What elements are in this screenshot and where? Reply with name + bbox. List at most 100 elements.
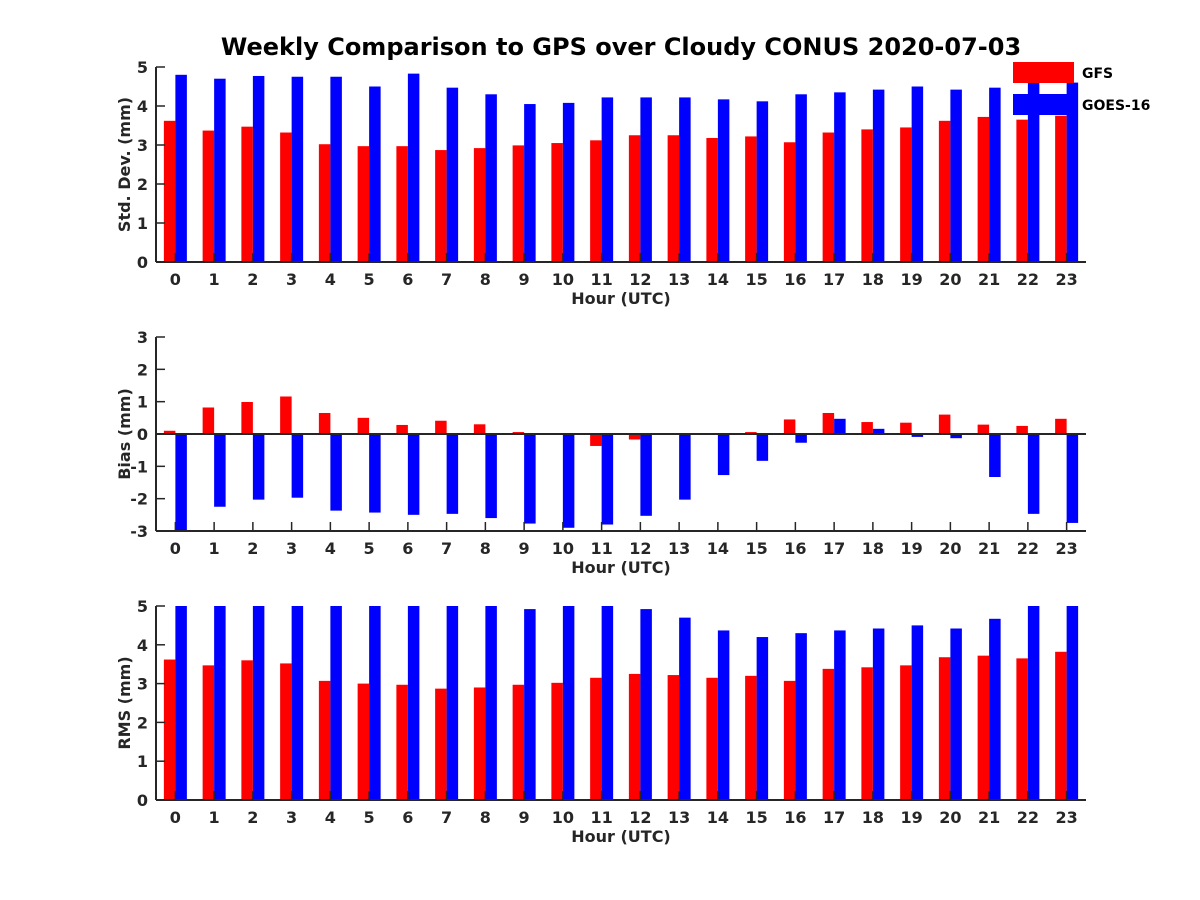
- bar-goes-16: [214, 434, 226, 507]
- bar-gfs: [667, 135, 680, 262]
- bar-gfs: [667, 675, 680, 800]
- bar-goes-16: [291, 76, 304, 262]
- x-tick-label: 3: [286, 539, 297, 558]
- bar-goes-16: [524, 104, 536, 262]
- x-tick-label: 22: [1017, 808, 1039, 827]
- y-tick-label: -2: [130, 490, 148, 509]
- x-tick-label: 7: [441, 539, 452, 558]
- bar-gfs: [435, 420, 447, 434]
- bar-goes-16: [601, 97, 614, 262]
- x-tick-label: 7: [441, 270, 452, 289]
- x-tick-label: 6: [402, 808, 413, 827]
- bar-goes-16: [950, 434, 962, 439]
- bar-goes-16: [175, 606, 187, 800]
- bar-gfs: [590, 434, 602, 446]
- x-tick-label: 16: [784, 270, 806, 289]
- bar-gfs: [900, 422, 912, 434]
- bar-goes-16: [252, 434, 265, 500]
- bar-goes-16: [407, 606, 420, 800]
- bar-goes-16: [175, 74, 187, 262]
- y-axis-label: Std. Dev. (mm): [115, 97, 134, 232]
- bar-goes-16: [756, 434, 769, 461]
- bar-gfs: [1055, 418, 1067, 434]
- y-tick-label: 0: [137, 425, 148, 444]
- x-tick-label: 15: [745, 270, 767, 289]
- bar-gfs: [1016, 119, 1028, 263]
- bar-goes-16: [756, 637, 769, 800]
- bar-gfs: [745, 675, 757, 800]
- bar-goes-16: [446, 87, 459, 262]
- bar-goes-16: [640, 97, 652, 262]
- chart-legend: GFS GOES-16: [1013, 62, 1150, 115]
- bar-gfs: [163, 430, 176, 434]
- bar-gfs: [628, 673, 641, 800]
- bar-gfs: [706, 137, 718, 262]
- bar-gfs: [241, 660, 253, 800]
- x-tick-label: 20: [939, 808, 961, 827]
- bar-goes-16: [407, 434, 420, 515]
- y-tick-label: 2: [137, 360, 148, 379]
- bar-goes-16: [795, 94, 807, 262]
- x-tick-label: 0: [170, 270, 181, 289]
- bar-gfs: [202, 665, 215, 800]
- bar-goes-16: [446, 434, 459, 514]
- bar-gfs: [357, 683, 370, 800]
- bar-goes-16: [562, 434, 575, 528]
- x-tick-label: 23: [1055, 808, 1077, 827]
- x-tick-label: 10: [552, 539, 574, 558]
- bar-gfs: [202, 130, 215, 262]
- x-tick-label: 22: [1017, 539, 1039, 558]
- bar-gfs: [357, 146, 370, 262]
- bar-goes-16: [834, 418, 846, 434]
- bar-gfs: [822, 412, 835, 434]
- bar-goes-16: [950, 89, 962, 263]
- bar-goes-16: [562, 102, 575, 262]
- bar-gfs: [745, 136, 757, 262]
- bar-goes-16: [834, 92, 846, 262]
- x-tick-label: 17: [823, 539, 845, 558]
- bar-goes-16: [369, 86, 381, 262]
- x-tick-label: 3: [286, 808, 297, 827]
- x-tick-label: 17: [823, 270, 845, 289]
- x-tick-label: 13: [668, 808, 690, 827]
- bar-goes-16: [679, 434, 691, 500]
- legend-swatch-gfs: [1013, 62, 1074, 83]
- bar-gfs: [241, 126, 253, 262]
- y-tick-label: 3: [137, 328, 148, 347]
- bar-goes-16: [911, 434, 924, 437]
- y-tick-label: 3: [137, 675, 148, 694]
- bar-goes-16: [717, 434, 730, 476]
- bar-gfs: [357, 417, 370, 434]
- x-tick-label: 11: [590, 539, 612, 558]
- bar-goes-16: [485, 606, 497, 800]
- bar-goes-16: [330, 606, 342, 800]
- x-tick-label: 5: [364, 539, 375, 558]
- bar-gfs: [977, 655, 990, 800]
- x-tick-label: 21: [978, 808, 1000, 827]
- bar-gfs: [241, 401, 253, 434]
- bar-goes-16: [1027, 434, 1040, 514]
- bar-gfs: [590, 677, 602, 800]
- x-tick-label: 16: [784, 808, 806, 827]
- bar-goes-16: [214, 78, 226, 262]
- bar-gfs: [280, 663, 292, 800]
- x-tick-label: 10: [552, 270, 574, 289]
- y-tick-label: 5: [137, 58, 148, 77]
- bar-goes-16: [524, 609, 536, 800]
- x-tick-label: 2: [247, 808, 258, 827]
- x-tick-label: 14: [707, 808, 729, 827]
- bar-goes-16: [291, 606, 304, 800]
- bar-gfs: [628, 135, 641, 262]
- x-tick-label: 1: [209, 270, 220, 289]
- bar-goes-16: [214, 606, 226, 800]
- bar-goes-16: [989, 434, 1001, 477]
- bar-gfs: [202, 407, 215, 434]
- bar-goes-16: [911, 86, 924, 262]
- bar-gfs: [318, 680, 331, 800]
- x-tick-label: 17: [823, 808, 845, 827]
- bar-gfs: [938, 657, 951, 800]
